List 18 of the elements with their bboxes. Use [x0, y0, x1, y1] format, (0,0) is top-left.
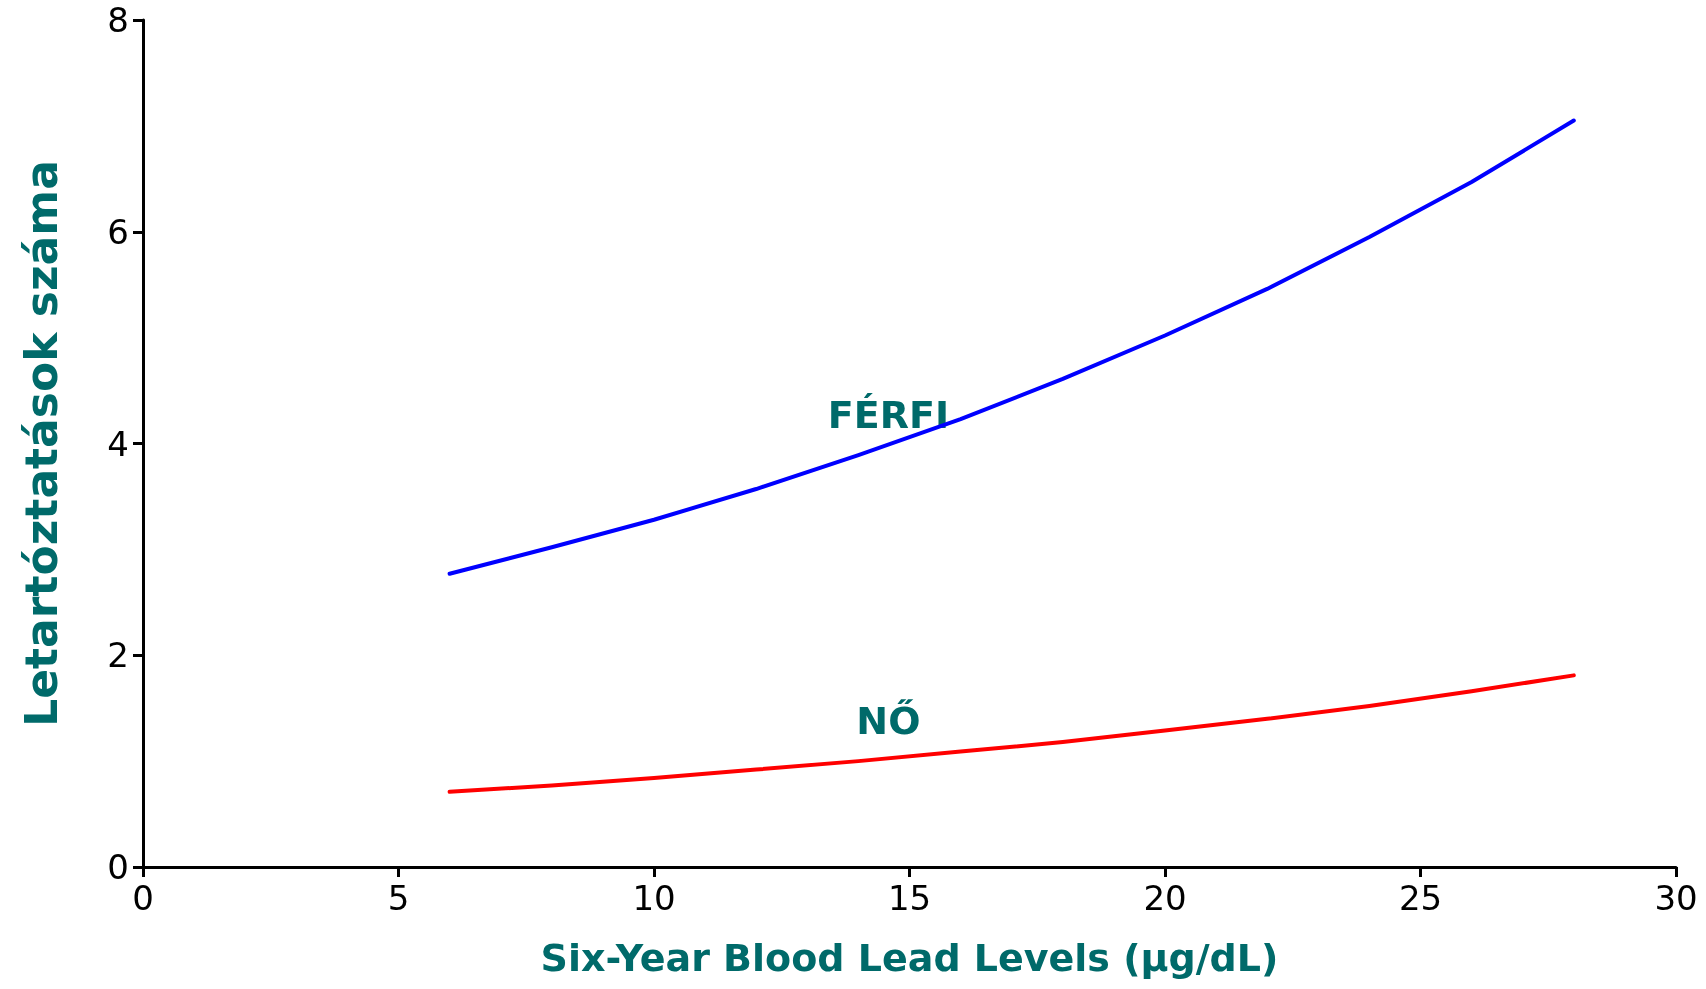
x-tick-label: 0 [132, 878, 154, 918]
series-label: FÉRFI [827, 393, 950, 438]
x-tick-label: 15 [887, 878, 932, 918]
y-tick-label: 0 [107, 847, 129, 887]
x-tick-label: 25 [1398, 878, 1443, 918]
line-series [447, 118, 1576, 576]
x-tick-label: 20 [1143, 878, 1187, 918]
y-axis-title: Letartóztatások száma [15, 160, 67, 727]
y-tick-label: 4 [107, 423, 129, 464]
y-tick-label: 8 [107, 0, 129, 40]
x-tick-label: 30 [1654, 878, 1698, 918]
series-label: NŐ [856, 699, 921, 744]
y-tick-label: 6 [107, 211, 129, 252]
x-tick-label: 5 [387, 878, 410, 918]
x-tick-label: 10 [632, 878, 676, 918]
line-series [447, 673, 1576, 794]
y-tick-label: 2 [107, 635, 129, 676]
x-axis-title: Six-Year Blood Lead Levels (µg/dL) [540, 936, 1279, 980]
